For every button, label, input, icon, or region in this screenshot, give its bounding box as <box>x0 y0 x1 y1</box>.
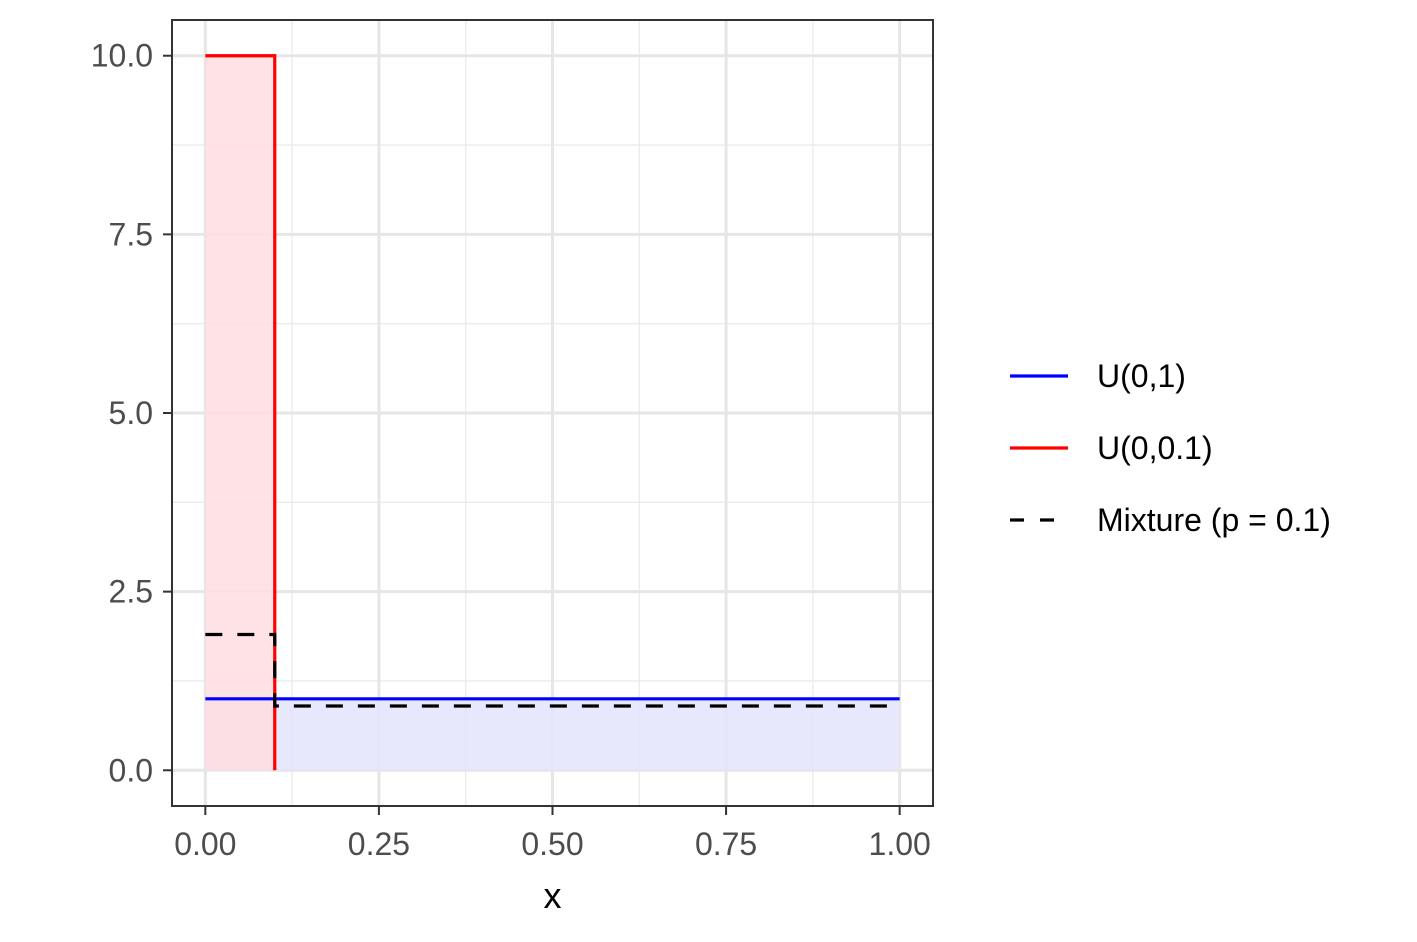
x-tick-label: 0.50 <box>521 826 583 862</box>
legend-label-1: U(0,0.1) <box>1097 430 1213 466</box>
legend: U(0,1) U(0,0.1) Mixture (p = 0.1) <box>1010 358 1331 538</box>
series-line-2 <box>205 632 900 708</box>
x-tick-label: 0.75 <box>695 826 757 862</box>
x-tick-label: 1.00 <box>869 826 931 862</box>
legend-label-0: U(0,1) <box>1097 358 1186 394</box>
series-areas <box>205 55 900 771</box>
legend-label-2: Mixture (p = 0.1) <box>1097 502 1331 538</box>
grid <box>172 20 933 806</box>
y-tick-label: 10.0 <box>91 38 153 74</box>
y-tick-label: 2.5 <box>109 574 153 610</box>
series-line-1 <box>205 54 277 771</box>
y-tick-label: 7.5 <box>109 216 153 252</box>
x-axis-title: x <box>544 875 562 916</box>
series-area-0 <box>205 698 900 771</box>
series-area-1 <box>205 55 275 771</box>
y-tick-label: 5.0 <box>109 395 153 431</box>
axes: 0.00 0.25 0.50 0.75 1.00 0.0 2.5 5.0 7.5 10.0 <box>91 38 931 862</box>
series-lines <box>205 54 900 771</box>
x-tick-label: 0.00 <box>174 826 236 862</box>
y-tick-label: 0.0 <box>109 752 153 788</box>
x-tick-label: 0.25 <box>348 826 410 862</box>
